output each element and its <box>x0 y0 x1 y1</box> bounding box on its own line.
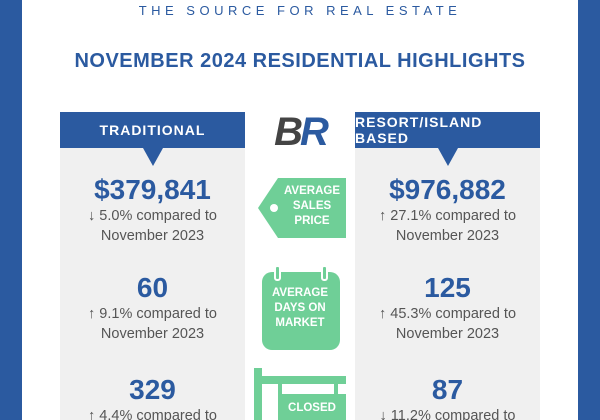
sign-chain <box>278 384 282 396</box>
column-heading: TRADITIONAL <box>60 112 245 148</box>
title: NOVEMBER 2024 RESIDENTIAL HIGHLIGHTS <box>74 50 526 72</box>
right-border <box>578 0 600 420</box>
sign-arm <box>254 376 346 384</box>
left-border <box>0 0 22 420</box>
stat: 125 ↑ 45.3% compared to November 2023 <box>355 272 540 344</box>
stat: $976,882 ↑ 27.1% compared to November 20… <box>355 174 540 246</box>
stat-value: 87 <box>431 374 464 405</box>
stat-value: $379,841 <box>94 174 211 205</box>
column: RESORT/ISLAND BASED $976,882 ↑ 27.1% com… <box>355 112 540 420</box>
stat-period: November 2023 <box>100 326 205 342</box>
column-background <box>355 148 540 420</box>
stat-period: November 2023 <box>100 228 205 244</box>
column: TRADITIONAL $379,841 ↓ 5.0% compared to … <box>60 112 245 420</box>
sign-board <box>278 394 346 420</box>
pointer <box>438 148 458 166</box>
stat-change: ↑ 4.4% compared to <box>88 408 217 420</box>
stat-change: ↑ 27.1% compared to <box>378 208 517 224</box>
stat-value: 60 <box>136 272 169 303</box>
logo-letter: R <box>300 110 329 154</box>
tagline: THE SOURCE FOR REAL ESTATE <box>138 3 462 18</box>
stat-change: ↓ 5.0% compared to <box>88 208 217 224</box>
stat: $379,841 ↓ 5.0% compared to November 202… <box>60 174 245 246</box>
column-background <box>60 148 245 420</box>
sign-post <box>254 368 262 420</box>
stat-value: 329 <box>129 374 176 405</box>
stat: 87 ↓ 11.2% compared to <box>355 374 540 420</box>
column-heading: RESORT/ISLAND BASED <box>355 112 540 148</box>
stat-value: 125 <box>424 272 471 303</box>
metric-label: AVERAGE SALES PRICE <box>283 185 341 227</box>
logo: BR <box>262 110 338 154</box>
stat: 60 ↑ 9.1% compared to November 2023 <box>60 272 245 344</box>
calendar-ring <box>321 265 328 281</box>
stat: 329 ↑ 4.4% compared to <box>60 374 245 420</box>
calendar-ring <box>274 265 281 281</box>
metric-icons <box>254 178 346 420</box>
metric-label: AVERAGE DAYS ON MARKET <box>271 287 329 329</box>
stat-change: ↑ 9.1% compared to <box>88 306 217 322</box>
calendar-icon <box>262 272 340 350</box>
tag-hole <box>270 204 278 212</box>
stat-value: $976,882 <box>389 174 506 205</box>
tag-icon <box>258 178 346 238</box>
stat-change: ↑ 45.3% compared to <box>378 306 517 322</box>
sign-chain <box>334 384 338 396</box>
metric-label: CLOSED <box>288 402 336 414</box>
pointer <box>143 148 163 166</box>
stat-change: ↓ 11.2% compared to <box>379 408 516 420</box>
stat-period: November 2023 <box>395 228 500 244</box>
logo-letter: B <box>274 110 303 154</box>
stat-period: November 2023 <box>395 326 500 342</box>
